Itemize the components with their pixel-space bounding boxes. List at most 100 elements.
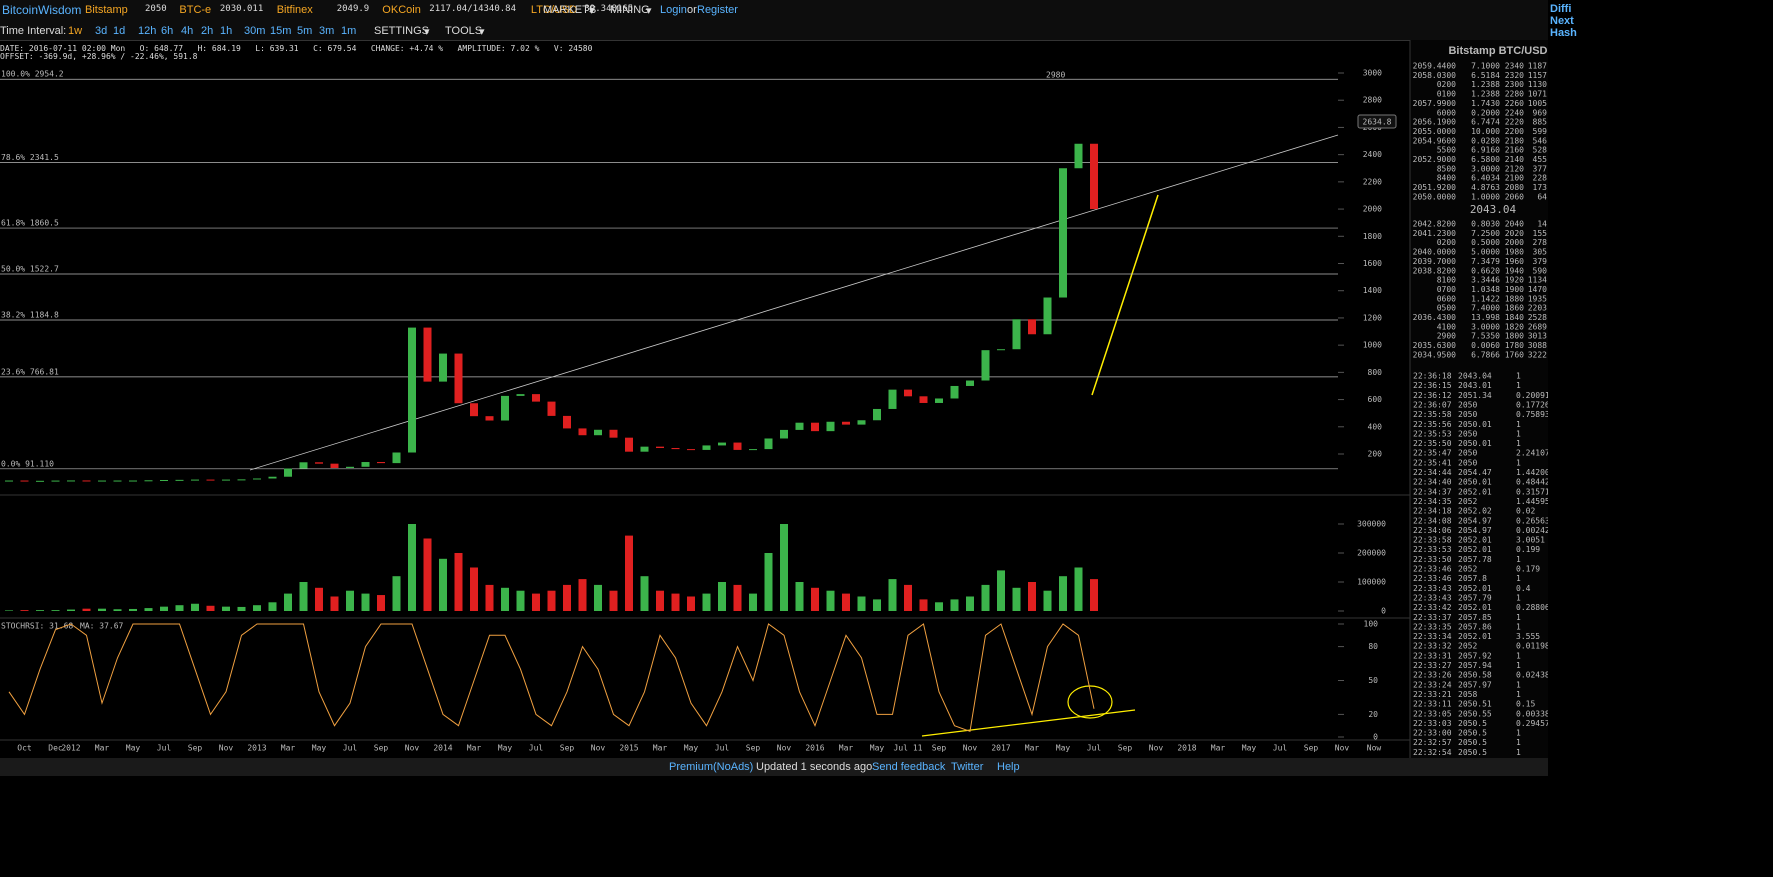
candle bbox=[671, 448, 680, 450]
trade-price: 2058 bbox=[1458, 690, 1477, 699]
menu[interactable]: MINING bbox=[610, 4, 650, 16]
tool-menu[interactable]: SETTINGS bbox=[374, 25, 430, 37]
trade-amount: 1 bbox=[1516, 651, 1521, 660]
interval[interactable]: 30m bbox=[244, 25, 266, 37]
chart-area: 2004006008001000120014001600180020002200… bbox=[0, 40, 1548, 758]
trade-price: 2050.5 bbox=[1458, 729, 1487, 738]
trade-amount: 0.29457 bbox=[1516, 719, 1548, 728]
trade-time: 22:33:05 bbox=[1413, 709, 1452, 718]
volume-bar bbox=[609, 590, 618, 611]
ob-cell: 2080 bbox=[1505, 183, 1524, 192]
trade-time: 22:33:35 bbox=[1413, 622, 1452, 631]
volume-bar bbox=[222, 606, 230, 611]
trade-time: 22:33:58 bbox=[1413, 536, 1452, 545]
ob-cell: 2052.9000 bbox=[1413, 155, 1457, 164]
price-tick-label: 2400 bbox=[1363, 150, 1382, 159]
volume-bar bbox=[1012, 587, 1021, 611]
tool-menu[interactable]: TOOLS bbox=[445, 25, 483, 37]
ticker-name[interactable]: LTC/USD bbox=[530, 4, 578, 16]
ob-cell: 2055.0000 bbox=[1413, 127, 1457, 136]
trade-amount: 1 bbox=[1516, 622, 1521, 631]
login[interactable]: Login bbox=[660, 4, 687, 16]
ob-cell: 7.1000 bbox=[1471, 62, 1500, 71]
ob-cell: 1134 bbox=[1528, 276, 1547, 285]
volume-bar bbox=[733, 584, 742, 611]
ticker-price: 2050 bbox=[145, 4, 167, 14]
ob-cell: 377 bbox=[1533, 164, 1548, 173]
x-tick-label: 2017 bbox=[991, 744, 1010, 753]
ticker-name[interactable]: OKCoin bbox=[382, 4, 421, 16]
interval[interactable]: 15m bbox=[270, 25, 292, 37]
interval[interactable]: 6h bbox=[161, 25, 174, 37]
info: OFFSET: -369.9d, +28.96% / -22.46%, 591.… bbox=[0, 52, 198, 61]
volume-bar bbox=[563, 584, 571, 611]
interval[interactable]: 3d bbox=[95, 25, 108, 37]
side-text: Next bbox=[1550, 15, 1574, 27]
interval[interactable]: 1h bbox=[220, 25, 233, 37]
trade-amount: 1 bbox=[1516, 555, 1521, 564]
drawn-line bbox=[1091, 194, 1159, 396]
menu[interactable]: MARKETS bbox=[543, 4, 597, 16]
register[interactable]: Register bbox=[697, 4, 738, 16]
trade-amount: 0.28806 bbox=[1516, 603, 1548, 612]
ob-cell: 7.4000 bbox=[1471, 304, 1500, 313]
interval[interactable]: 1d bbox=[113, 25, 126, 37]
footer-link[interactable]: Premium(NoAds) bbox=[669, 761, 754, 773]
now-label: Now bbox=[1367, 744, 1382, 753]
candle bbox=[919, 396, 928, 403]
interval[interactable]: 1m bbox=[341, 25, 357, 37]
interval[interactable]: 5m bbox=[297, 25, 313, 37]
trade-price: 2052.01 bbox=[1458, 487, 1492, 496]
trade-amount: 1.44200 bbox=[1516, 468, 1548, 477]
candle bbox=[191, 479, 199, 481]
brand[interactable]: BitcoinWisdom bbox=[2, 3, 82, 17]
ob-cell: 1.2388 bbox=[1471, 90, 1500, 99]
stoch-tick-label: 20 bbox=[1368, 710, 1378, 719]
trade-time: 22:35:53 bbox=[1413, 429, 1452, 438]
volume-bar bbox=[129, 608, 137, 611]
volume-bar bbox=[377, 595, 385, 611]
ob-cell: 2036.4300 bbox=[1413, 313, 1457, 322]
stoch-tick-label: 80 bbox=[1368, 642, 1378, 651]
fib-label: 38.2% 1184.8 bbox=[1, 310, 59, 319]
candle bbox=[764, 438, 773, 450]
interval[interactable]: 1w bbox=[68, 25, 83, 37]
trade-price: 2052.01 bbox=[1458, 632, 1492, 641]
trade-time: 22:32:48 bbox=[1413, 758, 1452, 759]
interval[interactable]: 3m bbox=[319, 25, 335, 37]
volume-bar bbox=[671, 593, 680, 611]
interval[interactable]: 4h bbox=[181, 25, 194, 37]
candle bbox=[439, 353, 447, 382]
footer-link[interactable]: Send feedback bbox=[872, 761, 946, 773]
volume-bar bbox=[1028, 582, 1036, 611]
footer-link[interactable]: Twitter bbox=[951, 761, 984, 773]
ticker-name[interactable]: BTC-e bbox=[179, 4, 212, 16]
trade-time: 22:33:50 bbox=[1413, 555, 1452, 564]
interval[interactable]: 12h bbox=[138, 25, 157, 37]
footer-link[interactable]: Help bbox=[997, 761, 1020, 773]
interval[interactable]: 2h bbox=[201, 25, 214, 37]
trade-time: 22:35:56 bbox=[1413, 420, 1452, 429]
trade-price: 2052.01 bbox=[1458, 603, 1492, 612]
trade-amount: 0.4 bbox=[1516, 584, 1531, 593]
volume-bar bbox=[811, 587, 819, 611]
ticker-name[interactable]: Bitfinex bbox=[276, 4, 313, 16]
x-tick-label: Jul 11 bbox=[894, 744, 923, 753]
candle bbox=[1059, 168, 1067, 298]
ticker-name[interactable]: Bitstamp bbox=[85, 4, 128, 16]
volume-bar bbox=[935, 602, 943, 611]
candle bbox=[160, 479, 168, 481]
candle bbox=[346, 466, 354, 469]
volume-bar bbox=[175, 605, 184, 611]
ob-cell: 1920 bbox=[1505, 276, 1524, 285]
ob-cell: 6000 bbox=[1437, 108, 1456, 117]
ob-cell: 2160 bbox=[1505, 146, 1524, 155]
ob-cell: 2035.6300 bbox=[1413, 341, 1457, 350]
volume-bar bbox=[315, 587, 323, 611]
volume-bar bbox=[144, 608, 153, 611]
ob-cell: 1760 bbox=[1505, 350, 1524, 359]
ob-cell: 3.3446 bbox=[1471, 276, 1500, 285]
candle bbox=[857, 420, 866, 425]
ob-cell: 6.9160 bbox=[1471, 146, 1500, 155]
ob-cell: 969 bbox=[1533, 108, 1548, 117]
